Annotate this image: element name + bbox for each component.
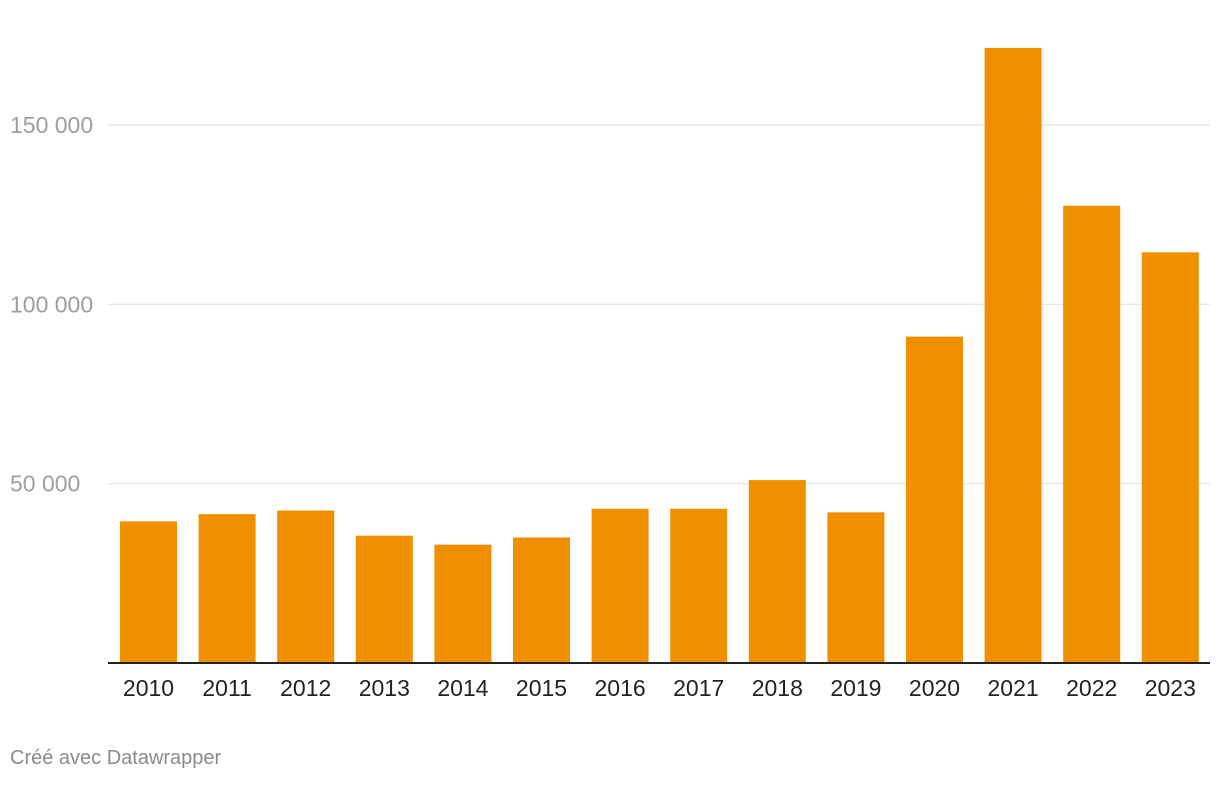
bar-2014	[434, 544, 492, 663]
bar-2021	[984, 47, 1042, 664]
bar-2011	[198, 514, 256, 663]
y-tick-label: 150 000	[10, 112, 93, 138]
credit-footer: Créé avec Datawrapper	[10, 747, 222, 769]
x-tick-label: 2016	[595, 675, 646, 701]
x-tick-label: 2010	[123, 675, 174, 701]
x-axis-labels: 2010 2011 2012 2013 2014 2015 2016 2017 2018 2019…	[123, 675, 1196, 701]
bar-2019	[827, 512, 885, 663]
bar-2017	[670, 508, 728, 663]
gridlines	[108, 124, 1210, 485]
x-tick-label: 2012	[280, 675, 331, 701]
y-axis-labels: 50 000 100 000 150 000	[10, 112, 93, 497]
bar-2013	[355, 535, 413, 663]
x-tick-label: 2015	[516, 675, 567, 701]
bars	[120, 47, 1199, 664]
x-tick-label: 2017	[673, 675, 724, 701]
x-tick-label: 2020	[909, 675, 960, 701]
bar-2012	[277, 510, 335, 663]
bar-2018	[748, 480, 806, 663]
x-tick-label: 2021	[988, 675, 1039, 701]
bar-2022	[1063, 205, 1121, 663]
bar-2023	[1141, 252, 1199, 663]
x-tick-label: 2014	[437, 675, 488, 701]
x-tick-label: 2023	[1145, 675, 1196, 701]
bar-2010	[120, 521, 177, 663]
bar-2015	[513, 537, 570, 663]
bar-2020	[906, 336, 963, 663]
bar-chart: 2010 2011 2012 2013 2014 2015 2016 2017 2018 2019…	[10, 47, 1210, 701]
y-tick-label: 50 000	[10, 471, 80, 497]
y-tick-label: 100 000	[10, 291, 93, 317]
x-tick-label: 2022	[1066, 675, 1117, 701]
x-tick-label: 2019	[830, 675, 881, 701]
x-tick-label: 2011	[202, 675, 251, 701]
x-tick-label: 2013	[359, 675, 410, 701]
x-tick-label: 2018	[752, 675, 803, 701]
bar-2016	[591, 508, 649, 663]
